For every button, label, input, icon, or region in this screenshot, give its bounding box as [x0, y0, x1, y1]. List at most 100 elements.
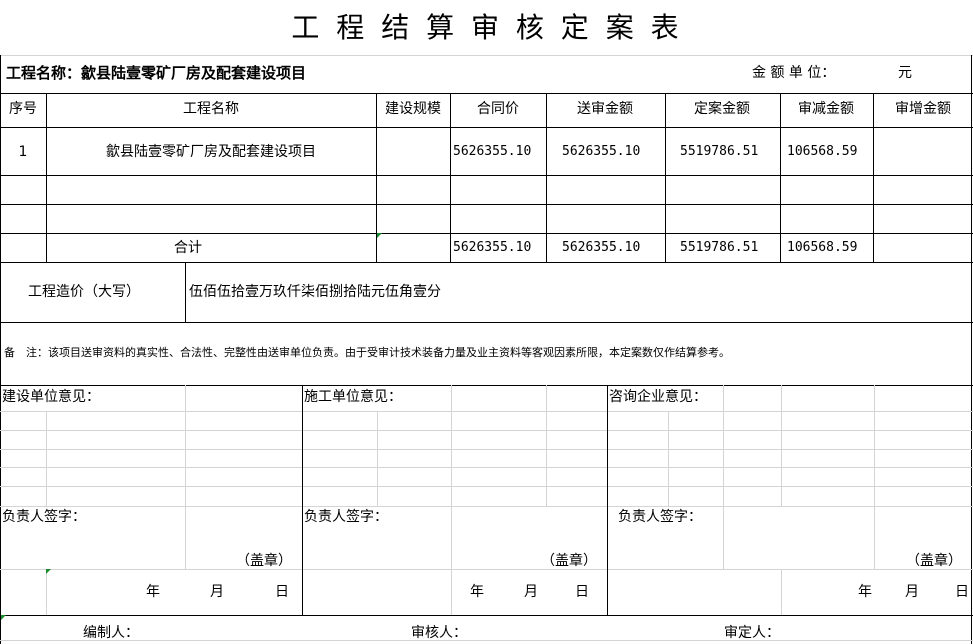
- grid-line: [0, 569, 973, 570]
- grid-line: [723, 506, 724, 569]
- unit-label: 金 额 单 位：: [752, 65, 836, 81]
- total-label: 合计: [174, 240, 202, 256]
- cell-marker: [1, 615, 6, 620]
- header-scale: 建设规模: [385, 101, 441, 117]
- total-contract: 5626355.10: [453, 240, 532, 255]
- consultant-opinion-title: 咨询企业意见：: [609, 389, 707, 405]
- grid-line: [46, 569, 47, 615]
- grid-line: [0, 204, 973, 205]
- page-title: 工 程 结 算 审 核 定 案 表: [291, 11, 683, 44]
- header-index: 序号: [9, 101, 37, 117]
- consultant-day: 日: [955, 584, 969, 600]
- owner-day: 日: [275, 584, 289, 600]
- total-reduced: 106568.59: [787, 240, 858, 255]
- grid-line: [0, 449, 973, 450]
- project-name-label: 工程名称：歙县陆壹零矿厂房及配套建设项目: [6, 64, 307, 82]
- owner-month: 月: [210, 584, 224, 600]
- grid-line: [185, 262, 186, 322]
- grid-line: [971, 55, 972, 644]
- grid-line: [873, 93, 874, 262]
- contractor-day: 日: [575, 584, 589, 600]
- owner-sign-label: 负责人签字：: [2, 509, 86, 525]
- grid-line: [0, 262, 973, 263]
- grid-line: [46, 411, 47, 506]
- grid-line: [185, 385, 186, 569]
- grid-line: [0, 55, 973, 56]
- grid-line: [0, 430, 973, 431]
- cell-marker: [46, 569, 51, 574]
- header-contract: 合同价: [477, 101, 519, 117]
- header-increased: 审增金额: [895, 101, 951, 117]
- consultant-seal: （盖章）: [906, 553, 962, 569]
- grid-line: [0, 127, 973, 128]
- header-project-name: 工程名称: [183, 101, 239, 117]
- grid-line: [0, 385, 973, 386]
- grid-line: [781, 411, 782, 506]
- cell-submitted: 5626355.10: [562, 144, 641, 159]
- grid-line: [546, 411, 547, 506]
- cell-approved: 5519786.51: [680, 144, 759, 159]
- header-approved: 定案金额: [694, 101, 750, 117]
- owner-opinion-title: 建设单位意见：: [2, 389, 100, 405]
- consultant-year: 年: [858, 584, 872, 600]
- grid-line: [46, 93, 47, 262]
- contractor-sign-label: 负责人签字：: [304, 509, 388, 525]
- grid-line: [0, 322, 973, 323]
- grid-line: [451, 506, 452, 615]
- grid-line: [0, 55, 1, 644]
- grid-line: [376, 93, 377, 262]
- grid-line: [874, 506, 875, 569]
- grid-line: [0, 411, 973, 412]
- cell-project-name: 歙县陆壹零矿厂房及配套建设项目: [106, 144, 316, 160]
- grid-line: [451, 385, 452, 411]
- grid-line: [302, 385, 303, 615]
- contractor-year: 年: [470, 584, 484, 600]
- header-reduced: 审减金额: [798, 101, 854, 117]
- grid-line: [0, 175, 973, 176]
- grid-line: [546, 93, 547, 262]
- cell-marker: [377, 233, 382, 238]
- grid-line: [0, 467, 973, 468]
- grid-line: [723, 411, 724, 506]
- owner-seal: （盖章）: [236, 553, 292, 569]
- grid-line: [665, 93, 666, 262]
- grid-line: [0, 640, 973, 641]
- grid-line: [781, 569, 782, 615]
- grid-line: [451, 411, 452, 506]
- grid-line: [546, 385, 547, 411]
- reviewer-label: 审核人：: [411, 625, 467, 641]
- grid-line: [377, 411, 378, 506]
- grid-line: [0, 506, 973, 507]
- grid-line: [668, 411, 669, 506]
- contractor-month: 月: [524, 584, 538, 600]
- grid-line: [0, 93, 973, 94]
- cost-words-value: 伍佰伍拾壹万玖仟柒佰捌拾陆元伍角壹分: [189, 284, 441, 300]
- cell-index: 1: [18, 144, 28, 160]
- unit-value: 元: [898, 65, 912, 81]
- grid-line: [607, 385, 608, 615]
- header-submitted: 送审金额: [577, 101, 633, 117]
- cell-reduced: 106568.59: [787, 144, 858, 159]
- contractor-opinion-title: 施工单位意见：: [304, 389, 402, 405]
- approver-label: 审定人：: [724, 625, 780, 641]
- compiler-label: 编制人：: [83, 625, 139, 641]
- grid-line: [874, 385, 875, 411]
- total-submitted: 5626355.10: [562, 240, 641, 255]
- grid-line: [0, 233, 973, 234]
- grid-line: [874, 411, 875, 506]
- grid-line: [723, 385, 724, 411]
- contractor-seal: （盖章）: [541, 553, 597, 569]
- grid-line: [450, 93, 451, 262]
- grid-line: [0, 615, 973, 616]
- consultant-sign-label: 负责人签字：: [618, 509, 702, 525]
- grid-line: [781, 385, 782, 411]
- grid-line: [780, 93, 781, 262]
- grid-line: [0, 486, 973, 487]
- note: 备 注：该项目送审资料的真实性、合法性、完整性由送审单位负责。由于受审计技术装备…: [4, 346, 730, 359]
- consultant-month: 月: [905, 584, 919, 600]
- cell-contract: 5626355.10: [453, 144, 532, 159]
- total-approved: 5519786.51: [680, 240, 759, 255]
- owner-year: 年: [146, 584, 160, 600]
- cost-words-label: 工程造价（大写）: [28, 284, 140, 300]
